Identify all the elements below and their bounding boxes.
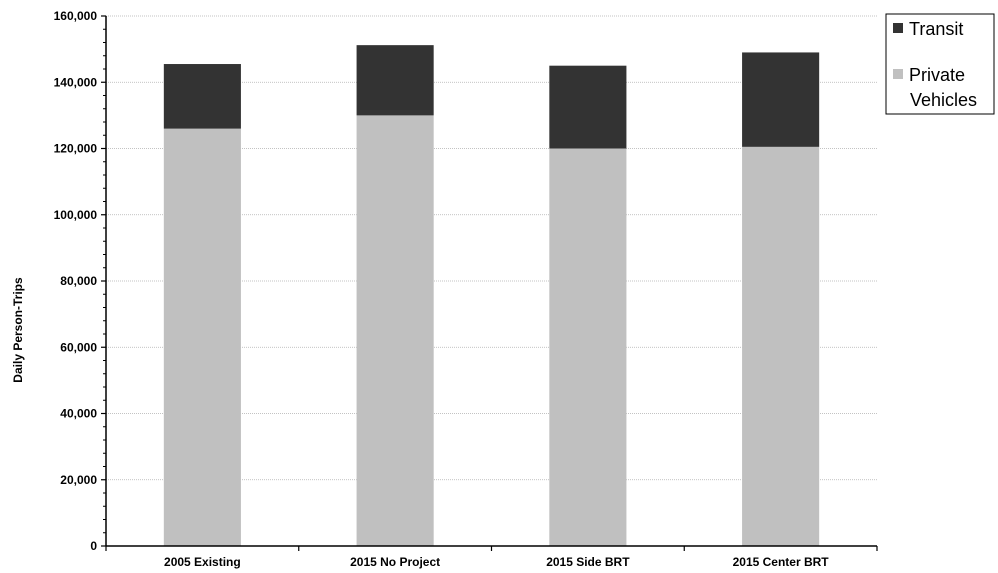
y-axis-title: Daily Person-Trips: [11, 277, 25, 383]
bar-private-vehicles: [356, 115, 434, 546]
y-tick-label: 160,000: [54, 9, 98, 23]
bars: [163, 45, 820, 546]
legend-swatch-transit: [893, 23, 903, 33]
y-tick-label: 100,000: [54, 208, 98, 222]
y-tick-label: 140,000: [54, 75, 98, 89]
legend-label-private-line1: Private: [909, 65, 965, 85]
bar-transit: [549, 65, 627, 149]
bar-private-vehicles: [742, 146, 820, 546]
y-tick-label: 120,000: [54, 142, 98, 156]
legend-label-private-line2: Vehicles: [910, 90, 977, 110]
x-tick-label: 2015 Side BRT: [546, 555, 630, 569]
legend-label-transit: Transit: [909, 19, 963, 39]
bar-transit: [742, 52, 820, 147]
bar-transit: [356, 45, 434, 116]
x-tick-label: 2005 Existing: [164, 555, 241, 569]
x-tick-label: 2015 No Project: [350, 555, 440, 569]
y-tick-label: 20,000: [60, 473, 97, 487]
legend-swatch-private-vehicles: [893, 69, 903, 79]
bar-private-vehicles: [549, 148, 627, 546]
y-tick-label: 60,000: [60, 340, 97, 354]
y-tick-label: 0: [90, 539, 97, 553]
y-ticks: 0 20,000 40,000 60,000 80,000 100,000 120,000 1…: [54, 9, 106, 553]
x-tick-label: 2015 Center BRT: [733, 555, 830, 569]
x-ticks: 2005 Existing 2015 No Project 2015 Side BR…: [105, 546, 878, 569]
y-tick-label: 40,000: [60, 407, 97, 421]
bar-private-vehicles: [163, 128, 241, 546]
legend: Transit Private Vehicles: [885, 13, 995, 115]
legend-box: [885, 13, 995, 115]
y-tick-label: 80,000: [60, 274, 97, 288]
bar-transit: [163, 64, 241, 129]
